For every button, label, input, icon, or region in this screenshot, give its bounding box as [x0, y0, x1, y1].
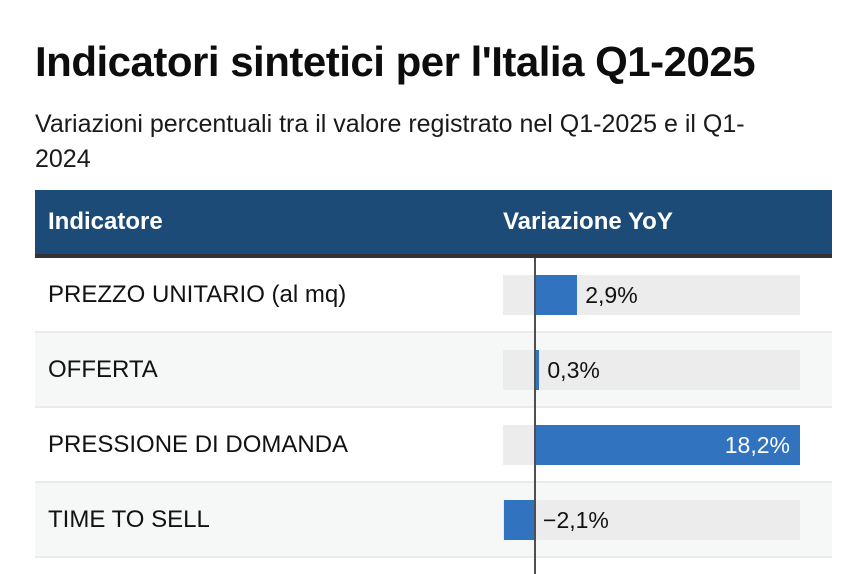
row-label: PRESSIONE DI DOMANDA [48, 430, 349, 458]
value-bar [535, 349, 540, 390]
zero-baseline [534, 258, 537, 574]
page-subtitle: Variazioni percentuali tra il valore reg… [35, 110, 745, 173]
bar-area: 18,2% [503, 424, 800, 465]
bar-value-label: 2,9% [585, 281, 638, 308]
row-label: PREZZO UNITARIO (al mq) [48, 280, 347, 308]
row-label: OFFERTA [48, 355, 158, 383]
table-header: Indicatore Variazione YoY [35, 190, 832, 258]
bar-value-label: 0,3% [547, 356, 600, 383]
bar-track [503, 349, 800, 390]
indicator-table: Indicatore Variazione YoY PREZZO UNITARI… [35, 190, 832, 574]
bar-area: 2,9% [503, 274, 800, 315]
column-header-variation: Variazione YoY [503, 208, 673, 235]
value-bar [535, 424, 800, 465]
value-bar [535, 274, 578, 315]
value-bar [504, 499, 536, 540]
bar-area: −2,1% [503, 499, 800, 540]
table-row: PRESSIONE DI DOMANDA 18,2% [35, 408, 832, 483]
row-label: TIME TO SELL [48, 505, 210, 533]
column-header-indicator: Indicatore [48, 208, 163, 235]
table-row: PREZZO UNITARIO (al mq) 2,9% [35, 258, 832, 333]
table-row: OFFERTA 0,3% [35, 333, 832, 408]
bar-value-label: 18,2% [724, 431, 790, 458]
bar-track [503, 499, 800, 540]
table-row: TIME TO SELL −2,1% [35, 483, 832, 558]
table-body: PREZZO UNITARIO (al mq) 2,9% OFFERTA 0,3% PR… [35, 258, 832, 558]
bar-area: 0,3% [503, 349, 800, 390]
page-title: Indicatori sintetici per l'Italia Q1-202… [35, 38, 756, 86]
bar-value-label: −2,1% [543, 506, 609, 533]
